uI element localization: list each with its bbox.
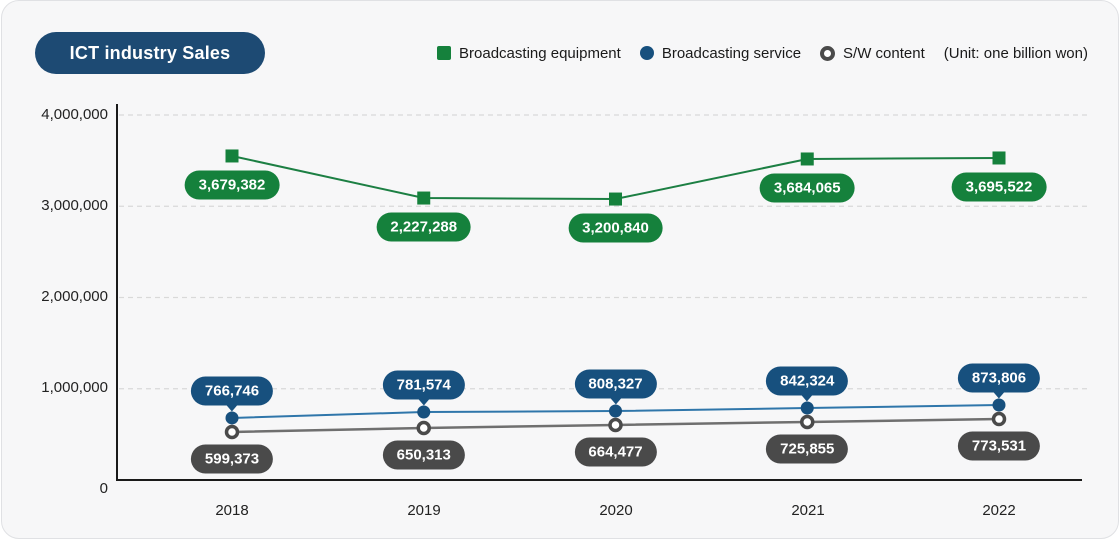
legend: Broadcasting equipment Broadcasting serv… (437, 43, 1088, 63)
y-axis-tick: 2,000,000 (41, 288, 108, 305)
x-axis-tick: 2019 (407, 502, 441, 519)
value-label-pill: 3,200,840 (568, 213, 663, 243)
green-square-swatch-icon (437, 46, 452, 60)
legend-label: Broadcasting service (661, 44, 802, 62)
circle-marker-icon (609, 404, 622, 418)
value-label-pill: 3,684,065 (759, 173, 855, 203)
legend-item-broadcasting-service: Broadcasting service (639, 44, 802, 62)
ring-swatch-icon (820, 45, 836, 61)
value-label-pill: 773,531 (957, 431, 1041, 461)
value-label-pill: 873,806 (957, 363, 1041, 393)
square-marker-icon (992, 151, 1006, 165)
ring-marker-icon (991, 411, 1007, 427)
ring-marker-icon (800, 414, 815, 430)
x-axis-tick: 2022 (982, 502, 1016, 519)
blue-circle-swatch-icon (639, 46, 654, 60)
circle-marker-icon (417, 405, 431, 419)
value-label-pill: 766,746 (190, 376, 274, 406)
y-axis-tick: 1,000,000 (41, 379, 108, 396)
x-axis-tick: 2020 (599, 502, 633, 519)
square-marker-icon (225, 149, 239, 163)
value-label-pill: 2,227,288 (376, 212, 472, 242)
legend-label: Broadcasting equipment (459, 44, 621, 62)
legend-item-sw-content: S/W content (820, 45, 925, 62)
circle-marker-icon (800, 401, 814, 415)
ring-marker-icon (224, 424, 240, 440)
ring-marker-icon (608, 417, 623, 433)
value-label-pill: 781,574 (382, 370, 465, 400)
y-axis-tick: 4,000,000 (41, 106, 108, 123)
value-label-pill: 599,373 (190, 444, 274, 474)
value-label-pill: 664,477 (574, 437, 657, 467)
circle-marker-icon (225, 411, 239, 425)
value-label-pill: 842,324 (766, 366, 849, 396)
y-axis-tick: 3,000,000 (41, 197, 108, 214)
square-marker-icon (609, 192, 622, 206)
legend-item-broadcasting-equipment: Broadcasting equipment (437, 45, 621, 62)
value-label-pill: 808,327 (574, 369, 657, 399)
circle-marker-icon (992, 398, 1006, 412)
y-axis-tick: 0 (99, 480, 108, 497)
value-label-pill: 725,855 (766, 434, 849, 464)
ring-marker-icon (416, 420, 431, 436)
x-axis-tick: 2018 (215, 502, 249, 519)
square-marker-icon (417, 191, 431, 205)
value-label-pill: 3,679,382 (184, 170, 280, 200)
chart-title: ICT industry Sales (69, 42, 231, 63)
square-marker-icon (800, 152, 814, 166)
unit-label: (Unit: one billion won) (943, 44, 1088, 62)
legend-label: S/W content (843, 44, 925, 62)
chart-title-pill: ICT industry Sales (35, 32, 265, 74)
value-label-pill: 3,695,522 (951, 172, 1047, 202)
x-axis-tick: 2021 (791, 502, 825, 519)
value-label-pill: 650,313 (382, 440, 465, 470)
